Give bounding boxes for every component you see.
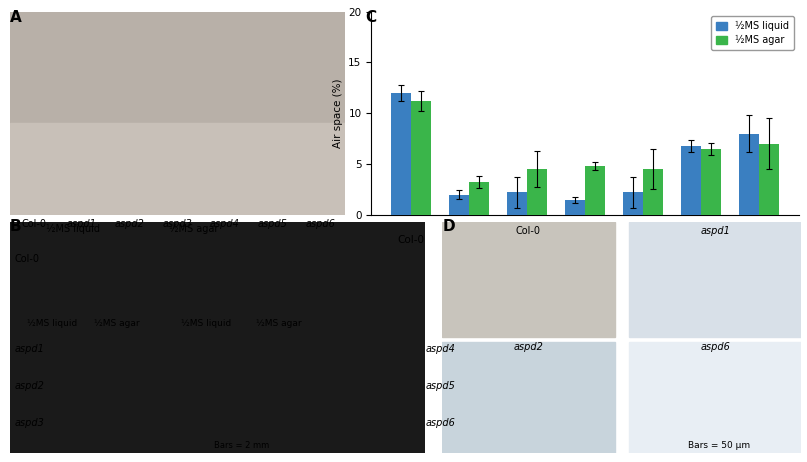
- Text: Col-0: Col-0: [15, 254, 40, 264]
- Text: Bars = 50 μm: Bars = 50 μm: [688, 442, 751, 450]
- Text: Col-0: Col-0: [398, 235, 424, 245]
- Bar: [623, 193, 643, 215]
- Text: Col-0: Col-0: [516, 226, 541, 237]
- Text: aspd1: aspd1: [700, 226, 730, 237]
- Bar: [442, 342, 615, 453]
- Text: D: D: [442, 219, 455, 234]
- Text: aspd5: aspd5: [685, 235, 717, 245]
- Text: aspd1: aspd1: [66, 219, 96, 230]
- Text: ½MS agar: ½MS agar: [94, 319, 140, 328]
- Bar: [565, 200, 585, 215]
- Bar: [585, 166, 605, 215]
- Text: aspd2: aspd2: [513, 342, 543, 352]
- Text: aspd3: aspd3: [15, 418, 44, 428]
- Text: aspd4: aspd4: [627, 235, 659, 245]
- Text: aspd6: aspd6: [743, 235, 775, 245]
- Text: Col-0: Col-0: [21, 219, 46, 230]
- Bar: [10, 123, 345, 215]
- Text: aspd6: aspd6: [306, 219, 336, 230]
- Text: aspd4: aspd4: [425, 344, 455, 354]
- Bar: [681, 146, 701, 215]
- Text: aspd2: aspd2: [115, 219, 144, 230]
- Bar: [469, 182, 489, 215]
- Text: ½MS liquid: ½MS liquid: [46, 224, 99, 234]
- Bar: [10, 12, 345, 123]
- Bar: [643, 169, 663, 215]
- Text: C: C: [365, 10, 376, 25]
- Bar: [411, 101, 431, 215]
- Text: aspd6: aspd6: [425, 418, 455, 428]
- Text: ½MS agar: ½MS agar: [256, 319, 301, 328]
- Text: Bars = 2 mm: Bars = 2 mm: [215, 442, 270, 450]
- Text: aspd3: aspd3: [162, 219, 192, 230]
- Bar: [759, 144, 780, 215]
- Bar: [507, 193, 527, 215]
- Text: aspd1: aspd1: [454, 235, 485, 245]
- Text: aspd1: aspd1: [15, 344, 44, 354]
- Bar: [629, 222, 801, 337]
- Text: A: A: [10, 10, 22, 25]
- Text: aspd2: aspd2: [15, 381, 44, 391]
- Y-axis label: Air space (%): Air space (%): [332, 79, 343, 148]
- Bar: [701, 149, 721, 215]
- Text: ½MS liquid: ½MS liquid: [181, 319, 231, 328]
- Legend: ½MS liquid, ½MS agar: ½MS liquid, ½MS agar: [711, 17, 794, 50]
- Text: aspd5: aspd5: [258, 219, 288, 230]
- Text: ½MS liquid: ½MS liquid: [27, 319, 77, 328]
- Text: ½MS agar: ½MS agar: [169, 224, 219, 234]
- Bar: [442, 222, 615, 337]
- Text: aspd4: aspd4: [210, 219, 240, 230]
- Text: aspd6: aspd6: [700, 342, 730, 352]
- Bar: [629, 342, 801, 453]
- Bar: [391, 93, 411, 215]
- Text: B: B: [10, 219, 21, 234]
- Bar: [449, 195, 469, 215]
- Text: aspd3: aspd3: [569, 235, 601, 245]
- Bar: [739, 134, 759, 215]
- Bar: [527, 169, 547, 215]
- Text: aspd5: aspd5: [425, 381, 455, 391]
- Text: aspd2: aspd2: [511, 235, 543, 245]
